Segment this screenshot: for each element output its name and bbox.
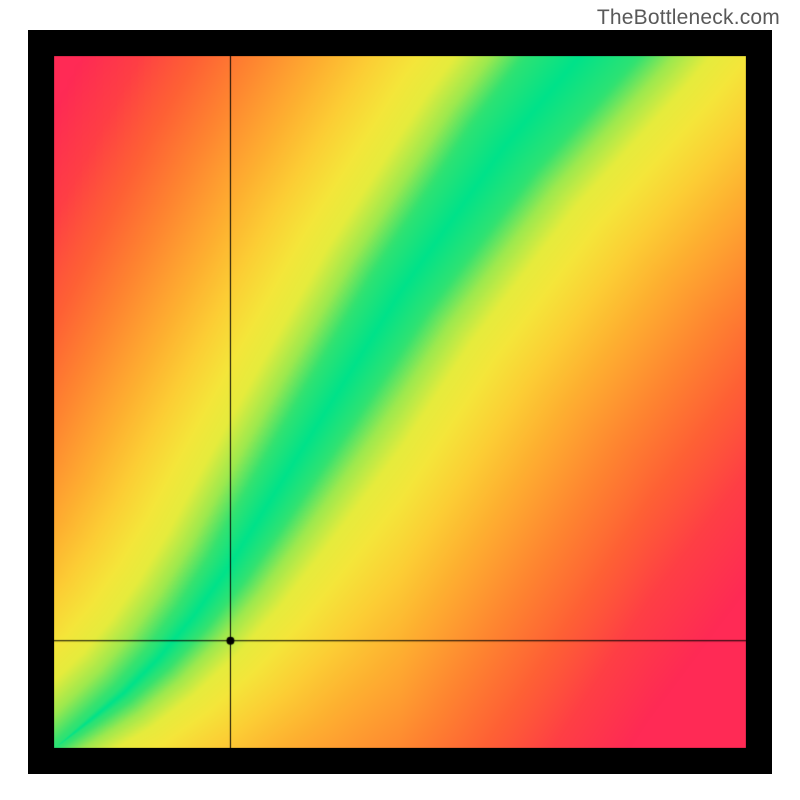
heatmap-canvas: [28, 30, 772, 774]
heatmap-plot: [28, 30, 772, 774]
root: TheBottleneck.com: [0, 0, 800, 800]
watermark-text: TheBottleneck.com: [597, 6, 780, 30]
